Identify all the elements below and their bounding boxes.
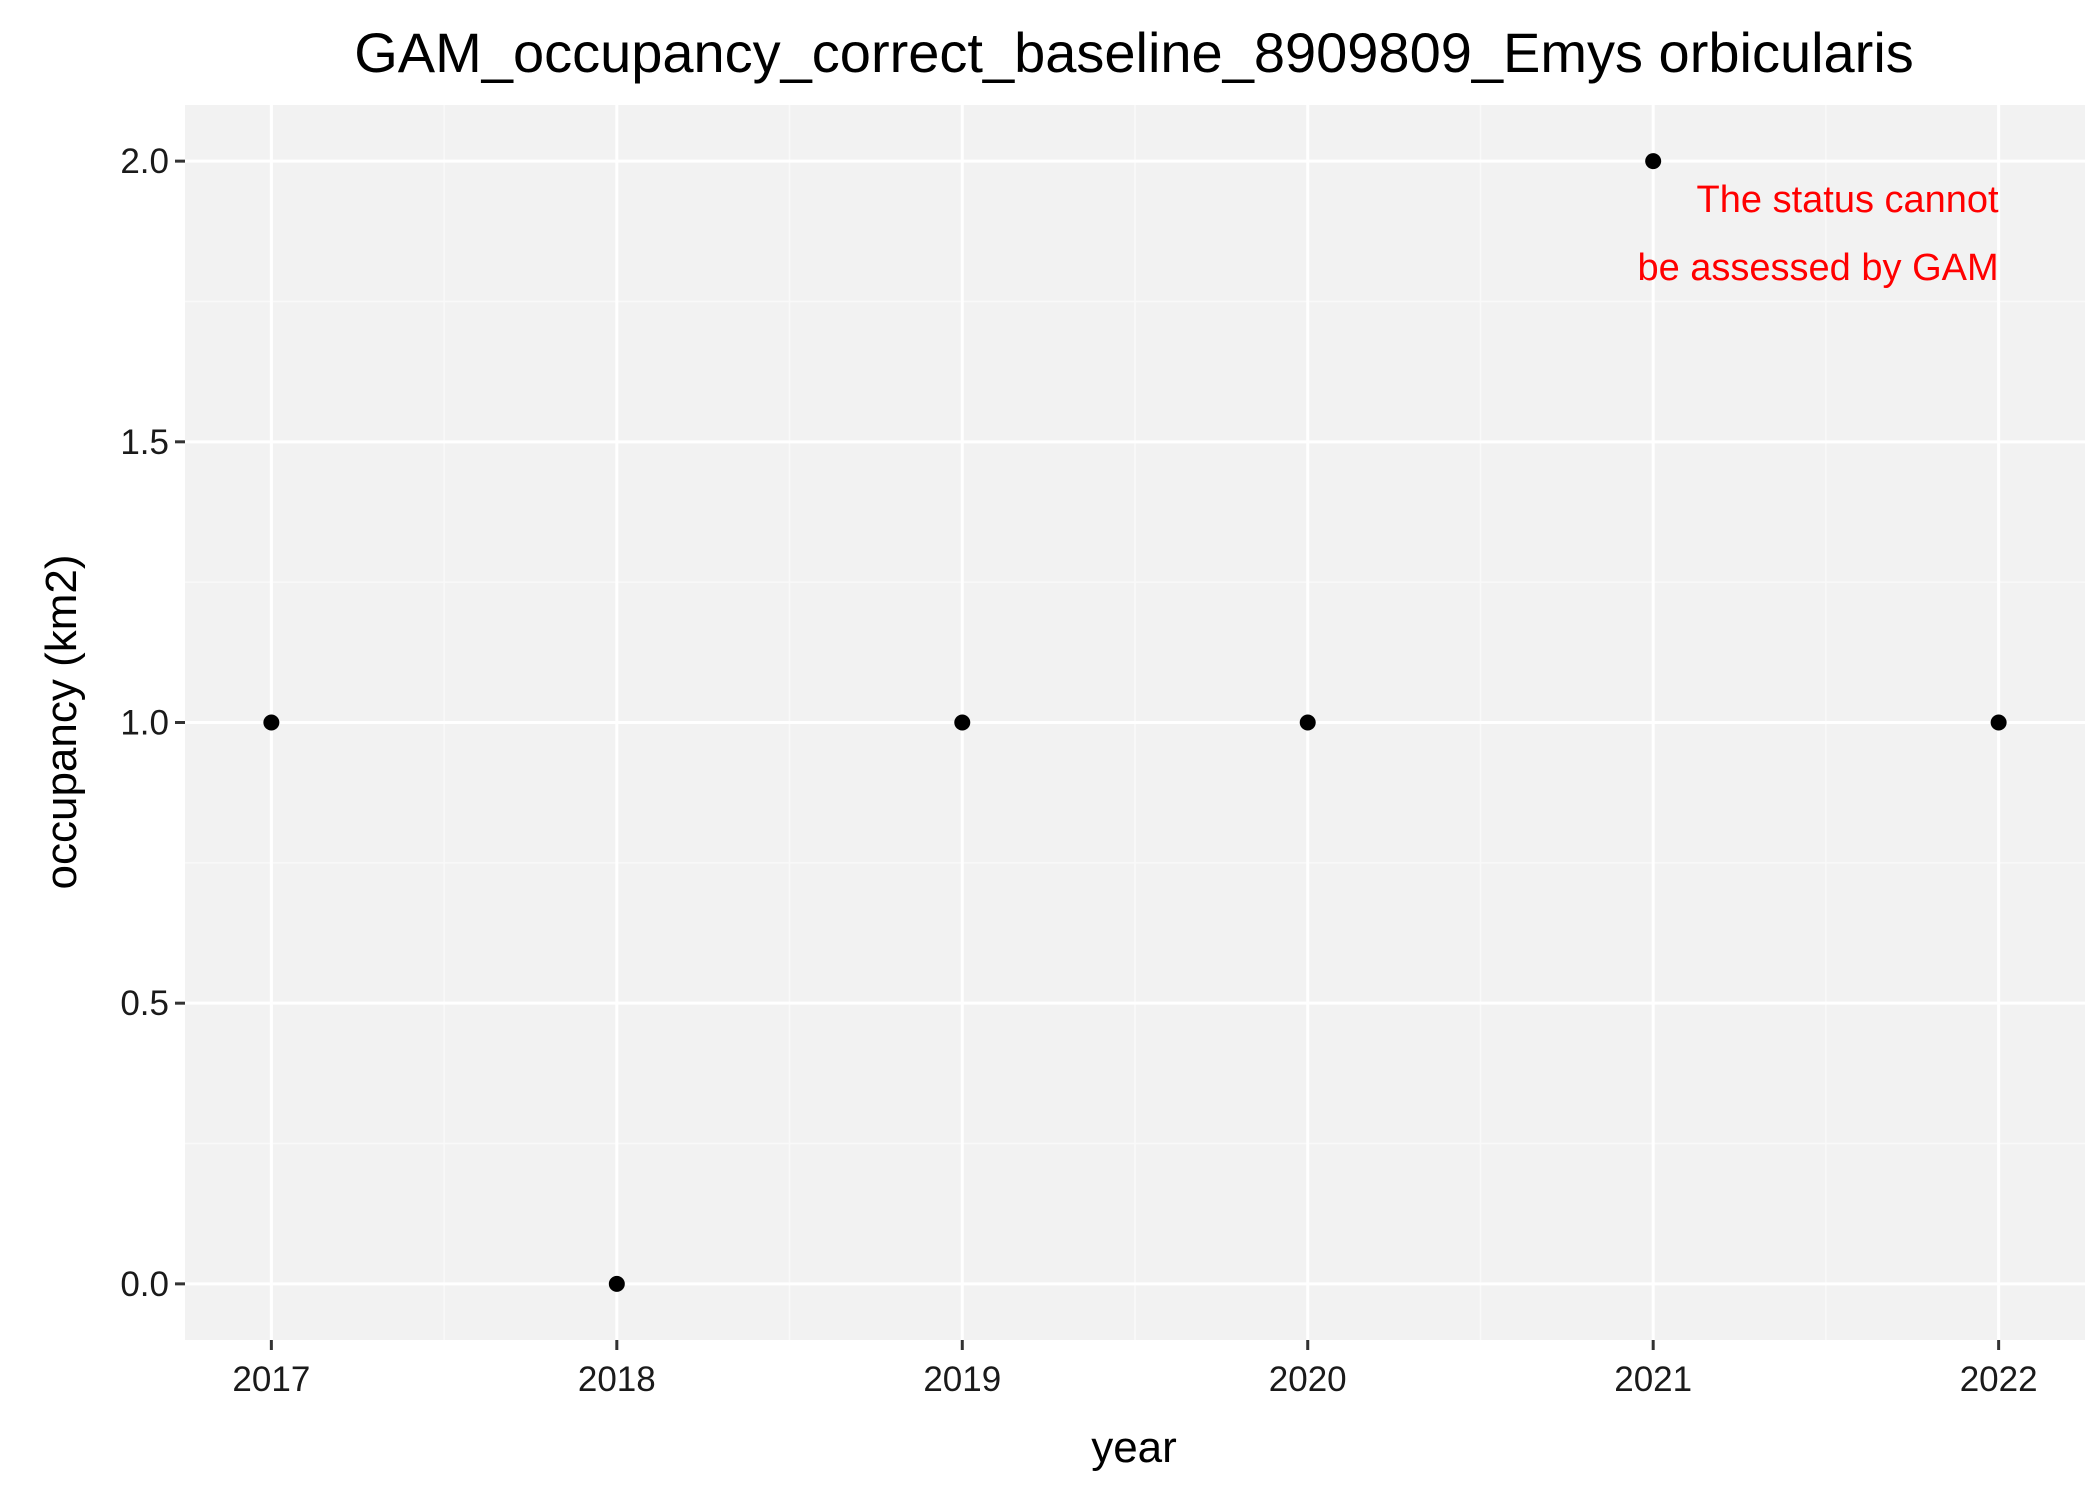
data-point (608, 1275, 625, 1292)
x-tick-label: 2022 (1960, 1360, 2038, 1399)
chart-title: GAM_occupancy_correct_baseline_8909809_E… (354, 21, 1914, 84)
x-tick-label: 2018 (578, 1360, 656, 1399)
data-point (1299, 714, 1316, 731)
data-point (1645, 153, 1662, 170)
y-axis-title: occupancy (km2) (37, 554, 86, 889)
x-axis-title: year (1091, 1423, 1177, 1472)
data-point (1990, 714, 2007, 731)
x-tick-label: 2020 (1269, 1360, 1347, 1399)
x-tick-label: 2017 (232, 1360, 310, 1399)
data-point (263, 714, 280, 731)
data-point (954, 714, 971, 731)
x-tick-label: 2019 (923, 1360, 1001, 1399)
annotation-line: The status cannot (1697, 179, 2000, 221)
x-tick-label: 2021 (1614, 1360, 1692, 1399)
y-tick-label: 0.0 (120, 1265, 169, 1304)
y-tick-label: 0.5 (120, 984, 169, 1023)
x-axis: 2017 2018 2019 2020 2021 2022 (232, 1340, 2038, 1399)
data-points (263, 153, 2007, 1292)
annotation-group: The status cannot be assessed by GAM (1637, 179, 1999, 289)
y-tick-label: 1.5 (120, 423, 169, 462)
y-tick-label: 1.0 (120, 704, 169, 743)
y-axis: 0.0 0.5 1.0 1.5 2.0 (120, 142, 185, 1304)
annotation-line: be assessed by GAM (1637, 247, 1998, 289)
y-tick-label: 2.0 (120, 142, 169, 181)
